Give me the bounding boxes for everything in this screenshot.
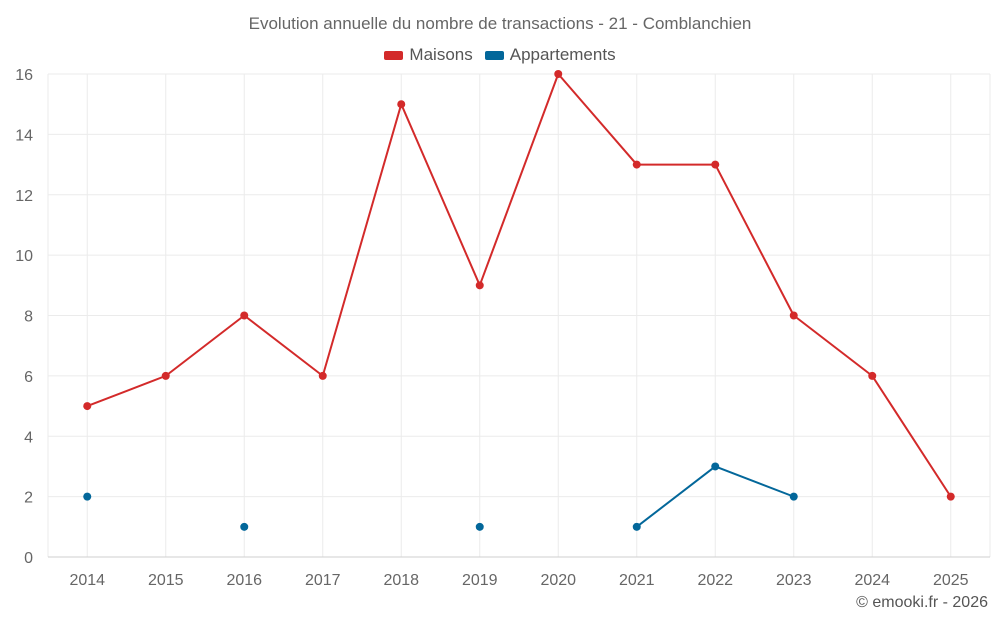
legend-label-appartements: Appartements bbox=[509, 45, 616, 64]
legend-item-maisons[interactable]: Maisons bbox=[384, 45, 473, 65]
x-tick-label-2023: 2023 bbox=[776, 572, 812, 589]
data-point-appartements-2023 bbox=[789, 492, 798, 501]
data-point-appartements-2019 bbox=[475, 522, 484, 531]
x-tick-label-2025: 2025 bbox=[933, 572, 969, 589]
series-layer bbox=[83, 70, 955, 531]
y-tick-label-8: 8 bbox=[24, 309, 33, 326]
data-point-appartements-2021 bbox=[632, 522, 641, 531]
data-point-maisons-2023 bbox=[789, 311, 798, 320]
grid-layer bbox=[47, 73, 991, 558]
data-point-appartements-2016 bbox=[240, 522, 249, 531]
legend-label-maisons: Maisons bbox=[409, 45, 473, 64]
data-point-maisons-2024 bbox=[868, 371, 877, 380]
x-tick-label-2018: 2018 bbox=[383, 572, 419, 589]
y-tick-label-4: 4 bbox=[24, 429, 33, 446]
data-point-appartements-2022 bbox=[711, 462, 720, 471]
y-tick-label-6: 6 bbox=[24, 369, 33, 386]
y-tick-label-12: 12 bbox=[15, 188, 33, 205]
x-tick-label-2021: 2021 bbox=[619, 572, 655, 589]
x-tick-label-2015: 2015 bbox=[148, 572, 184, 589]
legend-swatch-maisons bbox=[384, 50, 404, 60]
data-point-maisons-2021 bbox=[632, 160, 641, 169]
y-tick-label-0: 0 bbox=[24, 550, 33, 567]
chart-title: Evolution annuelle du nombre de transact… bbox=[248, 14, 752, 33]
legend-item-appartements[interactable]: Appartements bbox=[484, 45, 616, 65]
data-point-maisons-2020 bbox=[554, 70, 563, 78]
data-point-maisons-2022 bbox=[711, 160, 720, 169]
data-point-appartements-2014 bbox=[83, 492, 92, 501]
axis-layer: 0 2 4 6 8 10 12 14 16 2014 2015 2016 2017 2018 2019 202… bbox=[15, 67, 990, 589]
y-tick-label-16: 16 bbox=[15, 67, 33, 84]
x-tick-label-2014: 2014 bbox=[69, 572, 105, 589]
copyright-credit: © emooki.fr - 2026 bbox=[856, 594, 988, 611]
y-tick-label-14: 14 bbox=[15, 127, 33, 144]
legend-swatch-appartements bbox=[484, 50, 504, 60]
data-point-maisons-2018 bbox=[397, 100, 406, 109]
series-line-maisons-0 bbox=[86, 73, 952, 498]
data-point-maisons-2015 bbox=[161, 371, 170, 380]
x-tick-label-2019: 2019 bbox=[462, 572, 498, 589]
x-tick-label-2017: 2017 bbox=[305, 572, 341, 589]
x-tick-label-2020: 2020 bbox=[540, 572, 576, 589]
data-point-maisons-2017 bbox=[318, 371, 327, 380]
chart-legend: Maisons Appartements bbox=[0, 45, 1000, 65]
data-point-maisons-2025 bbox=[946, 492, 955, 501]
data-point-maisons-2016 bbox=[240, 311, 249, 320]
y-tick-label-10: 10 bbox=[15, 248, 33, 265]
data-point-maisons-2019 bbox=[475, 281, 484, 290]
x-tick-label-2016: 2016 bbox=[226, 572, 262, 589]
x-tick-label-2024: 2024 bbox=[854, 572, 890, 589]
data-point-maisons-2014 bbox=[83, 402, 92, 411]
x-tick-label-2022: 2022 bbox=[697, 572, 733, 589]
y-tick-label-2: 2 bbox=[24, 490, 33, 507]
